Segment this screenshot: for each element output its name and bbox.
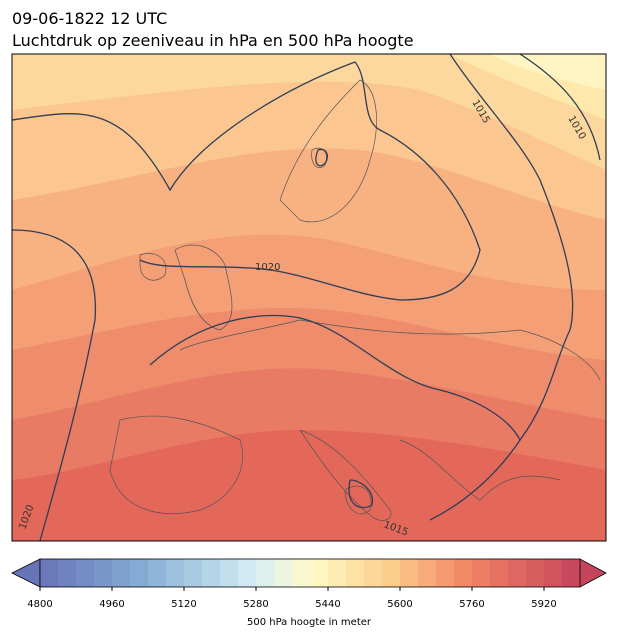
colorbar-box	[274, 559, 293, 587]
tick-label: 5440	[315, 599, 340, 610]
colorbar-box	[544, 559, 563, 587]
colorbar-box	[256, 559, 275, 587]
colorbar-box	[40, 559, 59, 587]
colorbar-box	[310, 559, 329, 587]
colorbar-box	[94, 559, 113, 587]
colorbar-box	[58, 559, 77, 587]
colorbar-frame	[39, 558, 581, 588]
colorbar-box	[112, 559, 131, 587]
colorbar-box	[436, 559, 455, 587]
tick-label: 5760	[459, 599, 484, 610]
colorbar: 4800 4960 5120 5280 5440 5600 5760 5920	[11, 558, 607, 610]
tick-label: 4960	[99, 599, 124, 610]
map: 1015 1010 1020 1020 1015	[12, 54, 606, 541]
colorbar-box	[400, 559, 419, 587]
colorbar-box	[418, 559, 437, 587]
colorbar-box	[508, 559, 527, 587]
colorbar-box	[238, 559, 257, 587]
tick-label: 5600	[387, 599, 412, 610]
colorbar-label: 500 hPa hoogte in meter	[247, 617, 372, 628]
tick-label: 5120	[171, 599, 196, 610]
colorbar-box	[472, 559, 491, 587]
colorbar-box	[220, 559, 239, 587]
colorbar-box	[202, 559, 221, 587]
colorbar-box	[166, 559, 185, 587]
title: 09-06-1822 12 UTC	[12, 9, 167, 28]
colorbar-box	[364, 559, 383, 587]
colorbar-extend	[11, 558, 41, 588]
colorbar-box	[562, 559, 581, 587]
tick-label: 4800	[27, 599, 52, 610]
colorbar-box	[130, 559, 149, 587]
colorbar-extend	[579, 558, 607, 588]
colorbar-box	[292, 559, 311, 587]
contour-label: 1020	[255, 262, 280, 273]
colorbar-box	[148, 559, 167, 587]
colorbar-box	[382, 559, 401, 587]
colorbar-box	[490, 559, 509, 587]
colorbar-box	[454, 559, 473, 587]
colorbar-box	[526, 559, 545, 587]
isobars	[12, 54, 601, 541]
colorbar-box	[184, 559, 203, 587]
tick-label: 5920	[531, 599, 556, 610]
colorbar-box	[328, 559, 347, 587]
colorbar-box	[76, 559, 95, 587]
subtitle: Luchtdruk op zeeniveau in hPa en 500 hPa…	[12, 31, 414, 50]
map-frame	[11, 53, 607, 542]
colorbar-box	[346, 559, 365, 587]
tick-label: 5280	[243, 599, 268, 610]
